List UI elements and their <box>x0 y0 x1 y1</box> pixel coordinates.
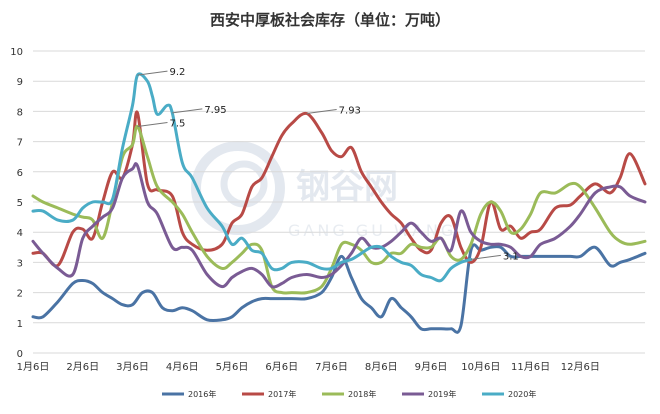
annotation-leader <box>137 70 168 76</box>
x-tick-label: 11月6日 <box>511 361 550 373</box>
x-axis: 1月6日 2月6日 3月6日 4月6日 5月6日 6月6日 7月6日 8月6日 9月6日 10月6… <box>17 361 600 373</box>
annotation-label: 9.2 <box>169 67 185 78</box>
x-tick-label: 9月6日 <box>415 361 448 373</box>
watermark-sub: GANG GU WANG <box>288 221 456 240</box>
y-tick-label: 1 <box>17 319 23 330</box>
x-tick-label: 1月6日 <box>17 361 50 373</box>
x-tick-label: 5月6日 <box>216 361 249 373</box>
series-line-2019年 <box>31 162 647 289</box>
legend-label: 2016年 <box>188 389 216 399</box>
annotations: 9.2 7.95 7.5 7.93 3.1 <box>137 67 519 262</box>
x-tick-label: 6月6日 <box>265 361 298 373</box>
annotation-leader <box>306 109 337 115</box>
annotation-label: 7.5 <box>169 119 185 130</box>
x-tick-label: 8月6日 <box>365 361 398 373</box>
annotation-label: 3.1 <box>503 251 519 262</box>
y-tick-label: 4 <box>17 228 23 239</box>
x-tick-label: 4月6日 <box>166 361 199 373</box>
y-tick-label: 7 <box>17 138 23 149</box>
watermark-brand: 钢谷网 <box>296 167 398 207</box>
legend-label: 2018年 <box>348 389 376 399</box>
y-axis: 0 1 2 3 4 5 6 7 8 9 10 <box>10 47 23 360</box>
annotation-leader <box>470 254 501 260</box>
y-tick-label: 0 <box>17 349 23 360</box>
annotation-label: 7.93 <box>339 106 361 117</box>
y-tick-label: 2 <box>17 289 23 300</box>
legend: 2016年 2017年 2018年 2019年 2020年 <box>162 389 536 399</box>
series-lines <box>31 72 647 334</box>
annotation-label: 7.95 <box>204 105 226 116</box>
x-tick-label: 12月6日 <box>561 361 600 373</box>
annotation-leader <box>137 122 168 127</box>
legend-label: 2017年 <box>268 389 296 399</box>
y-tick-label: 6 <box>17 168 23 179</box>
y-tick-label: 3 <box>17 258 23 269</box>
series-line-2016年 <box>31 243 647 334</box>
x-tick-label: 3月6日 <box>116 361 149 373</box>
grid <box>33 50 645 354</box>
legend-label: 2020年 <box>508 389 536 399</box>
x-tick-label: 7月6日 <box>315 361 348 373</box>
legend-label: 2019年 <box>428 389 456 399</box>
y-tick-label: 10 <box>10 47 23 58</box>
x-tick-label: 10月6日 <box>461 361 500 373</box>
y-tick-label: 5 <box>17 198 23 209</box>
series-line-2020年 <box>31 72 473 283</box>
annotation-leader <box>172 108 203 114</box>
x-tick-label: 2月6日 <box>66 361 99 373</box>
chart-title: 西安中厚板社会库存（单位：万吨） <box>210 11 450 29</box>
series-line-2018年 <box>31 124 647 295</box>
y-tick-label: 9 <box>17 77 23 88</box>
y-tick-label: 8 <box>17 107 23 118</box>
